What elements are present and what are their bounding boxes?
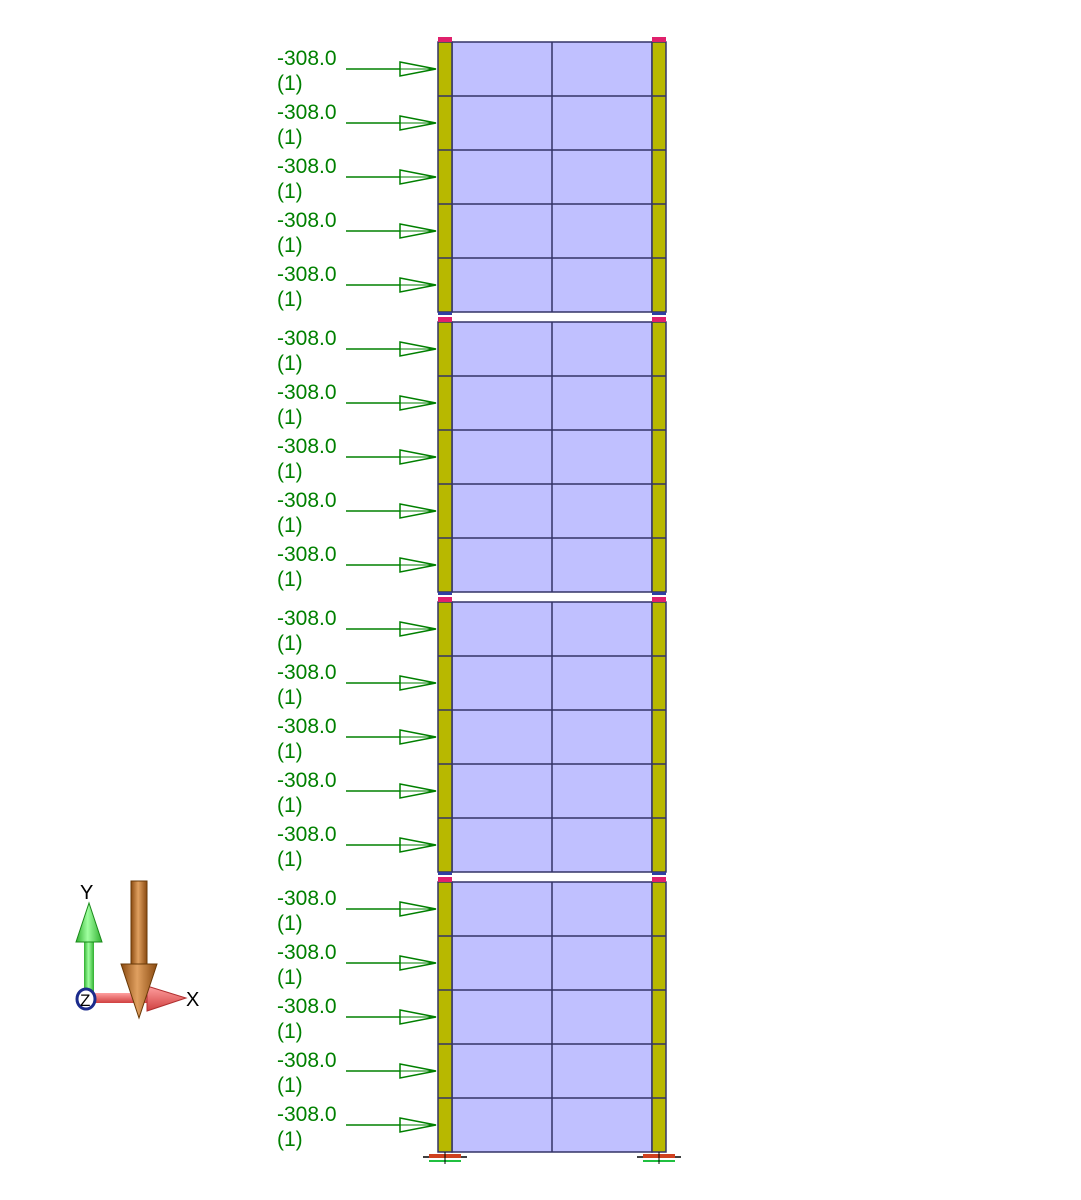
node-cap [652,877,666,882]
node-hinge [652,872,666,875]
load-case-label: (1) [277,460,303,483]
load-case-label: (1) [277,234,303,257]
left-column [437,41,453,313]
node-hinge [652,312,666,315]
load-value-label: -308.0 [277,823,337,846]
load-arrow-group: -308.0(1) [277,101,437,149]
load-value-label: -308.0 [277,1103,337,1126]
load-case-label: (1) [277,686,303,709]
load-arrow-group: -308.0(1) [277,263,437,311]
x-axis-label: X [186,989,199,1011]
y-axis-label: Y [80,882,93,904]
left-column [437,601,453,873]
load-value-label: -308.0 [277,327,337,350]
load-value-label: -308.0 [277,715,337,738]
node-hinge [438,872,452,875]
load-arrow-group: -308.0(1) [277,327,437,375]
load-arrow-group: -308.0(1) [277,543,437,591]
supports [423,1152,681,1164]
node-cap [438,317,452,322]
axis-triad: Z Y X [75,880,199,1020]
load-arrow-group: -308.0(1) [277,887,437,935]
load-arrow-group: -308.0(1) [277,715,437,763]
load-case-label: (1) [277,288,303,311]
node-cap [438,37,452,42]
load-arrow-group: -308.0(1) [277,1103,437,1151]
load-arrow-group: -308.0(1) [277,995,437,1043]
z-axis-label: Z [80,991,90,1010]
load-case-label: (1) [277,848,303,871]
load-value-label: -308.0 [277,995,337,1018]
load-arrow-group: -308.0(1) [277,155,437,203]
load-case-label: (1) [277,568,303,591]
load-case-label: (1) [277,740,303,763]
load-arrow-group: -308.0(1) [277,607,437,655]
left-column [437,321,453,593]
load-case-label: (1) [277,406,303,429]
load-case-label: (1) [277,352,303,375]
load-value-label: -308.0 [277,155,337,178]
storey-nodes [438,37,666,882]
load-value-label: -308.0 [277,887,337,910]
load-arrow-group: -308.0(1) [277,769,437,817]
load-arrow-group: -308.0(1) [277,381,437,429]
right-column [651,321,667,593]
x-axis-arrow [90,985,188,1012]
load-value-label: -308.0 [277,769,337,792]
y-axis-arrow [75,901,103,997]
load-arrow-group: -308.0(1) [277,823,437,871]
node-cap [652,597,666,602]
load-arrow-group: -308.0(1) [277,47,437,95]
load-value-label: -308.0 [277,101,337,124]
gravity-arrow [120,880,158,1020]
load-arrow-group: -308.0(1) [277,489,437,537]
load-value-label: -308.0 [277,941,337,964]
load-case-label: (1) [277,72,303,95]
left-column [437,881,453,1153]
load-case-label: (1) [277,966,303,989]
load-arrow-group: -308.0(1) [277,1049,437,1097]
load-arrow-group: -308.0(1) [277,941,437,989]
node-cap [652,317,666,322]
load-case-label: (1) [277,632,303,655]
load-value-label: -308.0 [277,607,337,630]
load-case-label: (1) [277,126,303,149]
load-value-label: -308.0 [277,1049,337,1072]
node-hinge [438,312,452,315]
nodal-loads: -308.0(1)-308.0(1)-308.0(1)-308.0(1)-308… [277,47,437,1151]
right-column [651,41,667,313]
load-case-label: (1) [277,1074,303,1097]
load-case-label: (1) [277,1128,303,1151]
load-value-label: -308.0 [277,47,337,70]
load-value-label: -308.0 [277,209,337,232]
load-value-label: -308.0 [277,381,337,404]
load-case-label: (1) [277,912,303,935]
right-column [651,601,667,873]
right-column [651,881,667,1153]
load-case-label: (1) [277,180,303,203]
load-value-label: -308.0 [277,543,337,566]
columns [437,41,667,1153]
load-value-label: -308.0 [277,489,337,512]
load-value-label: -308.0 [277,263,337,286]
load-arrow-group: -308.0(1) [277,209,437,257]
node-cap [438,877,452,882]
node-cap [652,37,666,42]
wall-panels [438,41,666,1153]
load-arrow-group: -308.0(1) [277,435,437,483]
load-case-label: (1) [277,514,303,537]
node-hinge [438,592,452,595]
load-value-label: -308.0 [277,661,337,684]
node-cap [438,597,452,602]
load-case-label: (1) [277,1020,303,1043]
load-arrow-group: -308.0(1) [277,661,437,709]
load-value-label: -308.0 [277,435,337,458]
node-hinge [652,592,666,595]
z-axis-marker: Z [75,987,97,1011]
load-case-label: (1) [277,794,303,817]
